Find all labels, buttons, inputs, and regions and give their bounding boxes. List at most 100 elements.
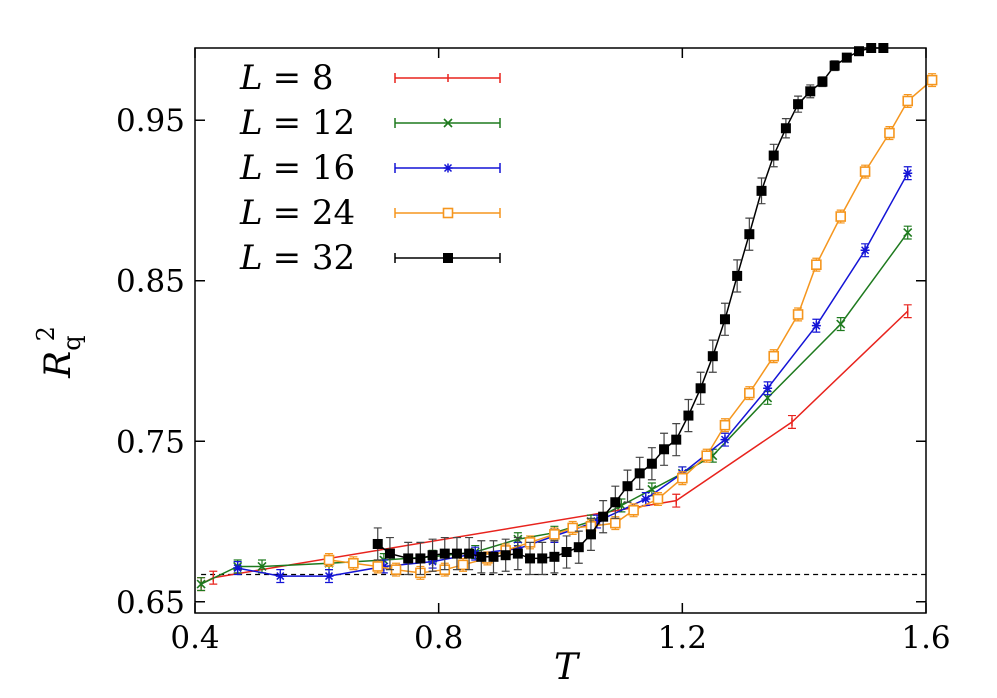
data-point — [457, 559, 469, 571]
data-point — [817, 76, 828, 87]
legend-label: L = 12 — [239, 103, 355, 143]
data-point — [573, 542, 584, 553]
x-tick-label: 1.2 — [658, 620, 707, 656]
legend-errorbar-caps — [394, 163, 501, 173]
legend-errorbar-caps — [394, 118, 501, 128]
legend-errorbar-caps — [394, 73, 501, 83]
data-point — [780, 123, 791, 134]
data-point — [805, 86, 816, 97]
data-point — [768, 150, 779, 161]
series-4 — [372, 43, 889, 576]
data-point — [384, 548, 395, 559]
data-point — [512, 548, 523, 559]
data-point — [720, 435, 730, 445]
data-point — [442, 207, 454, 219]
data-point — [622, 481, 633, 492]
data-point — [443, 163, 453, 173]
data-point — [903, 168, 913, 178]
legend-label: L = 8 — [239, 58, 334, 98]
data-point — [379, 561, 389, 571]
data-point — [860, 245, 870, 255]
plot-frame — [194, 47, 927, 614]
data-point — [324, 571, 334, 581]
legend-label: L = 32 — [239, 238, 355, 278]
data-point — [744, 387, 755, 399]
data-point — [427, 550, 438, 561]
data-point — [500, 550, 511, 561]
legend-entry: L = 24 — [239, 193, 501, 233]
data-point — [853, 46, 864, 57]
data-point — [744, 229, 755, 240]
data-point — [598, 511, 609, 522]
data-point — [415, 553, 426, 564]
legend-entry: L = 12 — [239, 103, 501, 143]
data-point — [233, 563, 243, 573]
legend-entry: L = 32 — [239, 238, 501, 278]
axis-labels: T Rq2 — [32, 326, 581, 688]
y-tick-label: 0.85 — [116, 264, 185, 300]
data-point — [701, 450, 713, 461]
x-tick-label: 0.4 — [170, 620, 219, 656]
data-point — [793, 99, 804, 110]
data-point — [732, 270, 743, 281]
data-point — [926, 74, 938, 86]
y-axis-label-sub: q — [58, 335, 86, 350]
y-axis-label-sup: 2 — [32, 326, 60, 341]
data-point — [592, 517, 602, 527]
data-point — [610, 497, 621, 508]
data-point — [451, 548, 462, 559]
legend-label: L = 16 — [239, 148, 355, 188]
data-point — [464, 548, 475, 559]
svg-text:Rq2: Rq2 — [32, 326, 86, 379]
data-point — [859, 166, 871, 177]
series-line — [237, 172, 909, 577]
data-point — [659, 444, 670, 455]
data-point — [763, 383, 773, 393]
data-point — [835, 211, 847, 222]
data-point — [443, 118, 453, 128]
y-tick-label: 0.95 — [116, 103, 185, 139]
y-axis-label-main: R — [38, 351, 79, 379]
data-point — [561, 547, 572, 558]
data-point — [768, 350, 780, 362]
legend: L = 8 L = 12 L = 16 L = 24 L = 32 — [239, 58, 501, 278]
data-point — [671, 434, 682, 445]
data-point — [811, 321, 821, 331]
data-point — [470, 549, 480, 559]
y-tick-label: 0.75 — [116, 424, 185, 460]
data-point — [537, 553, 548, 564]
data-point — [719, 314, 730, 325]
series-3 — [323, 73, 938, 580]
x-axis-label: T — [554, 647, 581, 688]
data-point — [634, 468, 645, 479]
data-point — [836, 319, 846, 329]
data-point — [628, 504, 639, 516]
legend-errorbar-caps — [394, 208, 501, 218]
data-point — [567, 522, 578, 534]
data-point — [884, 127, 895, 139]
series-line — [328, 79, 933, 574]
data-point — [323, 554, 335, 566]
data-point — [372, 561, 384, 572]
data-point — [811, 259, 822, 270]
data-point — [275, 571, 285, 581]
data-point — [695, 383, 706, 394]
data-point — [902, 95, 914, 107]
data-point — [443, 253, 453, 263]
y-tick-label: 0.65 — [116, 585, 185, 621]
legend-entry: L = 16 — [239, 148, 501, 188]
legend-label: L = 24 — [239, 193, 355, 233]
legend-errorbar-caps — [394, 253, 501, 263]
data-point — [792, 309, 804, 320]
data-point — [476, 551, 487, 562]
data-point — [683, 410, 694, 421]
data-point — [719, 419, 731, 431]
data-point — [549, 529, 560, 540]
data-point — [652, 493, 664, 505]
data-point — [549, 551, 560, 562]
ticks-layer: 0.4 0.8 1.2 1.6 0.65 0.75 0.85 0.95 — [116, 48, 951, 656]
data-point — [372, 538, 383, 549]
data-point — [439, 548, 450, 559]
data-point — [585, 529, 596, 540]
